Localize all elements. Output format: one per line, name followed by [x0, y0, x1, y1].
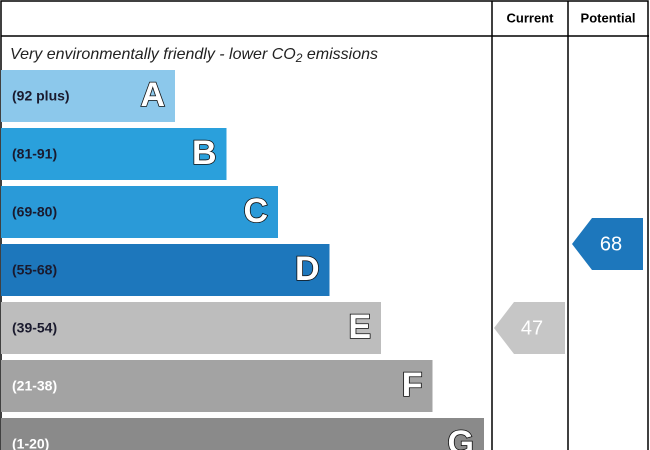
subtitle-text: Very environmentally friendly - lower CO: [10, 46, 296, 63]
subtitle-text: emissions: [302, 46, 378, 63]
band-letter: D: [295, 250, 320, 288]
subtitle: Very environmentally friendly - lower CO…: [10, 46, 378, 65]
current-arrow: [494, 302, 565, 354]
subtitle-subscript: 2: [295, 51, 303, 65]
band-bar: [1, 244, 330, 296]
band-range: (55-68): [12, 262, 57, 278]
column-header: Potential: [581, 10, 636, 25]
band-letter: B: [192, 134, 217, 172]
band-letter: C: [243, 192, 268, 230]
band-bar: [1, 302, 381, 354]
band-range: (1-20): [12, 436, 49, 450]
band-range: (81-91): [12, 146, 57, 162]
potential-value: 68: [600, 233, 622, 255]
band-letter: E: [348, 308, 371, 346]
band-letter: A: [140, 76, 165, 114]
band-bar: [1, 128, 227, 180]
band-range: (92 plus): [12, 88, 70, 104]
band-range: (69-80): [12, 204, 57, 220]
band-bar: [1, 70, 175, 122]
band-letter: F: [402, 366, 423, 404]
band-letter: G: [448, 424, 474, 450]
column-header: Current: [507, 10, 555, 25]
band-range: (39-54): [12, 320, 57, 336]
band-bar: [1, 186, 278, 238]
potential-arrow: [572, 218, 643, 270]
current-value: 47: [521, 317, 543, 339]
band-bar: [1, 360, 433, 412]
band-range: (21-38): [12, 378, 57, 394]
band-bar: [1, 418, 484, 450]
